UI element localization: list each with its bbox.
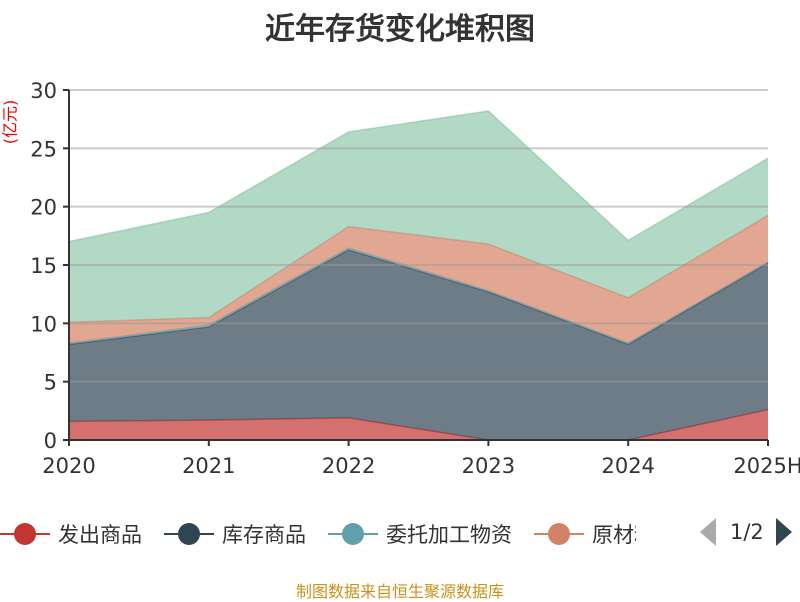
- area-series-0: [69, 409, 768, 440]
- legend-prev-icon[interactable]: [700, 518, 716, 546]
- chart-plot: 0 5 10 15 20 25 30 2020 2021 2022 2023 2024 2025H: [30, 79, 800, 478]
- x-tick-label: 2025H: [733, 454, 800, 478]
- chart-title: 近年存货变化堆积图: [265, 12, 535, 47]
- legend-item-3[interactable]: 原材料: [534, 519, 636, 549]
- y-tick-label: 0: [44, 429, 57, 453]
- y-tick-label: 15: [30, 254, 57, 278]
- area-series-3: [69, 215, 768, 344]
- legend-label: 委托加工物资: [386, 523, 512, 547]
- y-tick-label: 5: [44, 371, 57, 395]
- legend-label: 发出商品: [58, 523, 142, 547]
- x-tick-label: 2022: [322, 454, 375, 478]
- y-tick-label: 25: [30, 137, 57, 161]
- y-tick-label: 30: [30, 79, 57, 103]
- source-footer: 制图数据来自恒生聚源数据库: [295, 582, 504, 601]
- line-series-0: [68, 408, 769, 441]
- legend-next-icon[interactable]: [775, 518, 792, 546]
- legend-item-1[interactable]: 库存商品: [164, 519, 306, 549]
- legend-item-2[interactable]: 委托加工物资: [328, 519, 512, 549]
- x-tick-label: 2023: [462, 454, 515, 478]
- legend-item-0[interactable]: 发出商品: [0, 519, 142, 549]
- legend: 发出商品 库存商品 委托加工物资 原材料: [0, 518, 658, 550]
- line-series-4: [68, 110, 769, 243]
- legend-pager: 1/2: [700, 518, 792, 546]
- legend-label: 库存商品: [222, 523, 306, 547]
- x-tick-label: 2024: [601, 454, 654, 478]
- legend-page: 1/2: [730, 520, 764, 544]
- area-series-4: [69, 111, 768, 323]
- area-series-1: [69, 249, 768, 440]
- x-tick-label: 2021: [182, 454, 235, 478]
- y-tick-label: 10: [30, 312, 57, 336]
- legend-label: 原材料: [592, 523, 636, 547]
- y-tick-label: 20: [30, 196, 57, 220]
- x-tick-label: 2020: [42, 454, 95, 478]
